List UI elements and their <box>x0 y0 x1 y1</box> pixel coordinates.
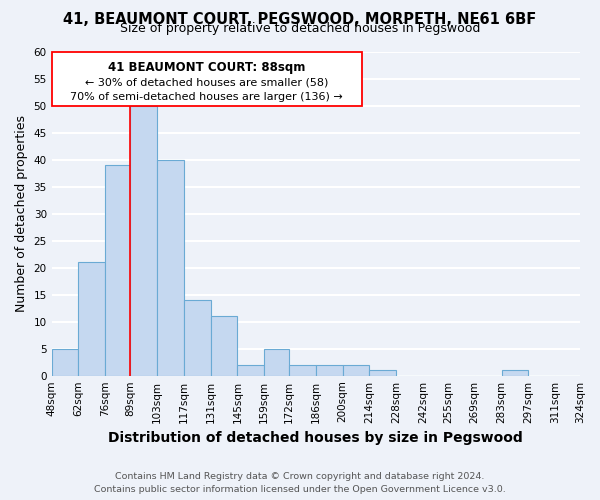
Bar <box>264 348 289 376</box>
Bar <box>184 300 211 376</box>
X-axis label: Distribution of detached houses by size in Pegswood: Distribution of detached houses by size … <box>109 431 523 445</box>
Text: ← 30% of detached houses are smaller (58): ← 30% of detached houses are smaller (58… <box>85 78 328 88</box>
Bar <box>238 365 264 376</box>
Text: 70% of semi-detached houses are larger (136) →: 70% of semi-detached houses are larger (… <box>70 92 343 102</box>
Text: Contains HM Land Registry data © Crown copyright and database right 2024.
Contai: Contains HM Land Registry data © Crown c… <box>94 472 506 494</box>
Y-axis label: Number of detached properties: Number of detached properties <box>15 115 28 312</box>
Bar <box>370 370 396 376</box>
Bar <box>289 365 316 376</box>
Bar <box>343 365 370 376</box>
Bar <box>79 262 105 376</box>
Bar <box>52 52 362 106</box>
Text: 41 BEAUMONT COURT: 88sqm: 41 BEAUMONT COURT: 88sqm <box>108 61 305 74</box>
Bar <box>52 348 79 376</box>
Bar <box>130 106 157 376</box>
Bar <box>211 316 238 376</box>
Text: 41, BEAUMONT COURT, PEGSWOOD, MORPETH, NE61 6BF: 41, BEAUMONT COURT, PEGSWOOD, MORPETH, N… <box>64 12 536 28</box>
Text: Size of property relative to detached houses in Pegswood: Size of property relative to detached ho… <box>120 22 480 35</box>
Bar <box>502 370 529 376</box>
Bar <box>157 160 184 376</box>
Bar <box>316 365 343 376</box>
Bar <box>105 165 130 376</box>
